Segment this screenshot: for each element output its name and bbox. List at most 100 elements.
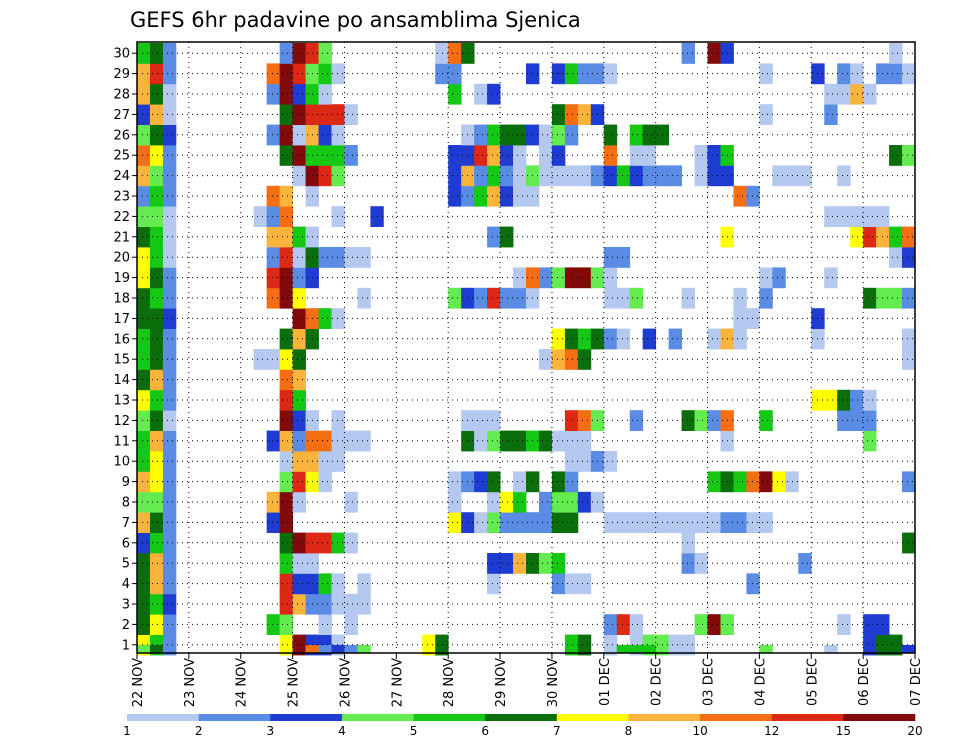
heatmap-cell <box>266 63 281 85</box>
heatmap-cell <box>162 532 177 554</box>
heatmap-cell <box>850 389 864 411</box>
heatmap-cell <box>292 553 306 574</box>
heatmap-cell <box>564 328 579 350</box>
heatmap-cell <box>603 328 618 350</box>
heatmap-cell <box>694 165 708 187</box>
heatmap-cell <box>331 124 345 146</box>
colorbar-label: 8 <box>625 724 633 738</box>
heatmap-cell <box>577 573 592 595</box>
heatmap-cell <box>149 645 164 653</box>
heatmap-cell <box>564 430 579 452</box>
heatmap-cell <box>564 124 579 146</box>
heatmap-cell <box>318 165 332 187</box>
heatmap-cell <box>448 43 462 64</box>
heatmap-cell <box>487 512 501 533</box>
heatmap-cell <box>292 328 306 350</box>
heatmap-cell <box>746 573 760 595</box>
x-tick-label: 28 NOV <box>442 658 457 707</box>
heatmap-cell <box>149 491 164 513</box>
x-tick-label: 22 NOV <box>131 658 146 707</box>
x-tick-label: 29 NOV <box>494 658 509 707</box>
heatmap-cell <box>149 532 164 554</box>
heatmap-cell <box>318 247 332 268</box>
heatmap-cell <box>603 63 618 85</box>
heatmap-cell <box>137 645 151 653</box>
heatmap-cell <box>577 328 592 350</box>
heatmap-cell <box>538 349 553 370</box>
heatmap-cell <box>292 430 306 452</box>
colorbar-swatch <box>341 714 414 721</box>
heatmap-cell <box>681 410 695 431</box>
heatmap-cell <box>629 410 644 431</box>
heatmap-cell <box>902 471 916 493</box>
heatmap-cell <box>448 185 462 207</box>
heatmap-cell <box>824 389 838 411</box>
heatmap-cell <box>162 389 177 411</box>
heatmap-cell <box>759 410 773 431</box>
y-tick-label: 1 <box>122 638 130 653</box>
heatmap-cell <box>137 247 151 268</box>
heatmap-cell <box>513 165 527 187</box>
heatmap-cell <box>500 287 514 309</box>
heatmap-cell <box>551 328 566 350</box>
heatmap-cell <box>318 308 332 329</box>
heatmap-cell <box>759 512 773 533</box>
heatmap-cell <box>137 573 151 595</box>
heatmap-cell <box>331 63 345 85</box>
heatmap-cell <box>513 267 527 289</box>
heatmap-cell <box>137 614 151 635</box>
heatmap-cell <box>292 83 306 105</box>
x-tick-label: 04 DEC <box>753 658 768 706</box>
heatmap-cell <box>149 43 164 64</box>
x-tick-label: 23 NOV <box>183 658 198 707</box>
heatmap-cell <box>279 104 293 125</box>
y-tick-label: 20 <box>113 251 130 266</box>
heatmap-cell <box>733 185 747 207</box>
colorbar-label: 10 <box>692 724 707 738</box>
heatmap-cell <box>513 430 527 452</box>
heatmap-cell <box>551 165 566 187</box>
heatmap-cell <box>707 165 721 187</box>
y-tick-label: 26 <box>113 128 130 143</box>
heatmap-cell <box>149 124 164 146</box>
colorbar-label: 7 <box>553 724 561 738</box>
y-tick-label: 25 <box>113 149 130 164</box>
colorbar-swatch <box>843 714 916 721</box>
heatmap-cell <box>292 124 306 146</box>
heatmap-cell <box>564 267 579 289</box>
y-tick-label: 7 <box>122 516 130 531</box>
heatmap-cell <box>500 185 514 207</box>
heatmap-cell <box>149 430 164 452</box>
x-tick-label: 30 NOV <box>546 658 561 707</box>
heatmap-cell <box>279 614 293 635</box>
heatmap-cell <box>149 410 164 431</box>
heatmap-cell <box>474 124 488 146</box>
heatmap-cell <box>474 512 488 533</box>
heatmap-cell <box>137 165 151 187</box>
heatmap-cell <box>603 165 618 187</box>
heatmap-cell <box>564 104 579 125</box>
heatmap-cell <box>279 145 293 166</box>
heatmap-cell <box>162 247 177 268</box>
heatmap-cell <box>837 206 851 227</box>
heatmap-cell <box>668 165 682 187</box>
heatmap-cell <box>681 553 695 574</box>
heatmap-cell <box>279 553 293 574</box>
heatmap-cell <box>149 593 164 615</box>
heatmap-cell <box>292 451 306 472</box>
heatmap-cell <box>824 645 838 653</box>
heatmap-cell <box>435 634 449 656</box>
heatmap-cell <box>149 63 164 85</box>
heatmap-cell <box>500 124 514 146</box>
heatmap-cell <box>863 614 877 635</box>
x-tick-label: 25 NOV <box>287 658 302 707</box>
heatmap-cell <box>487 226 501 248</box>
heatmap-cell <box>305 645 319 653</box>
colorbar-swatch <box>700 714 773 721</box>
heatmap-cell <box>746 185 760 207</box>
heatmap-cell <box>137 185 151 207</box>
heatmap-cell <box>616 287 631 309</box>
heatmap-cell <box>137 124 151 146</box>
heatmap-cell <box>538 145 553 166</box>
heatmap-cell <box>448 63 462 85</box>
